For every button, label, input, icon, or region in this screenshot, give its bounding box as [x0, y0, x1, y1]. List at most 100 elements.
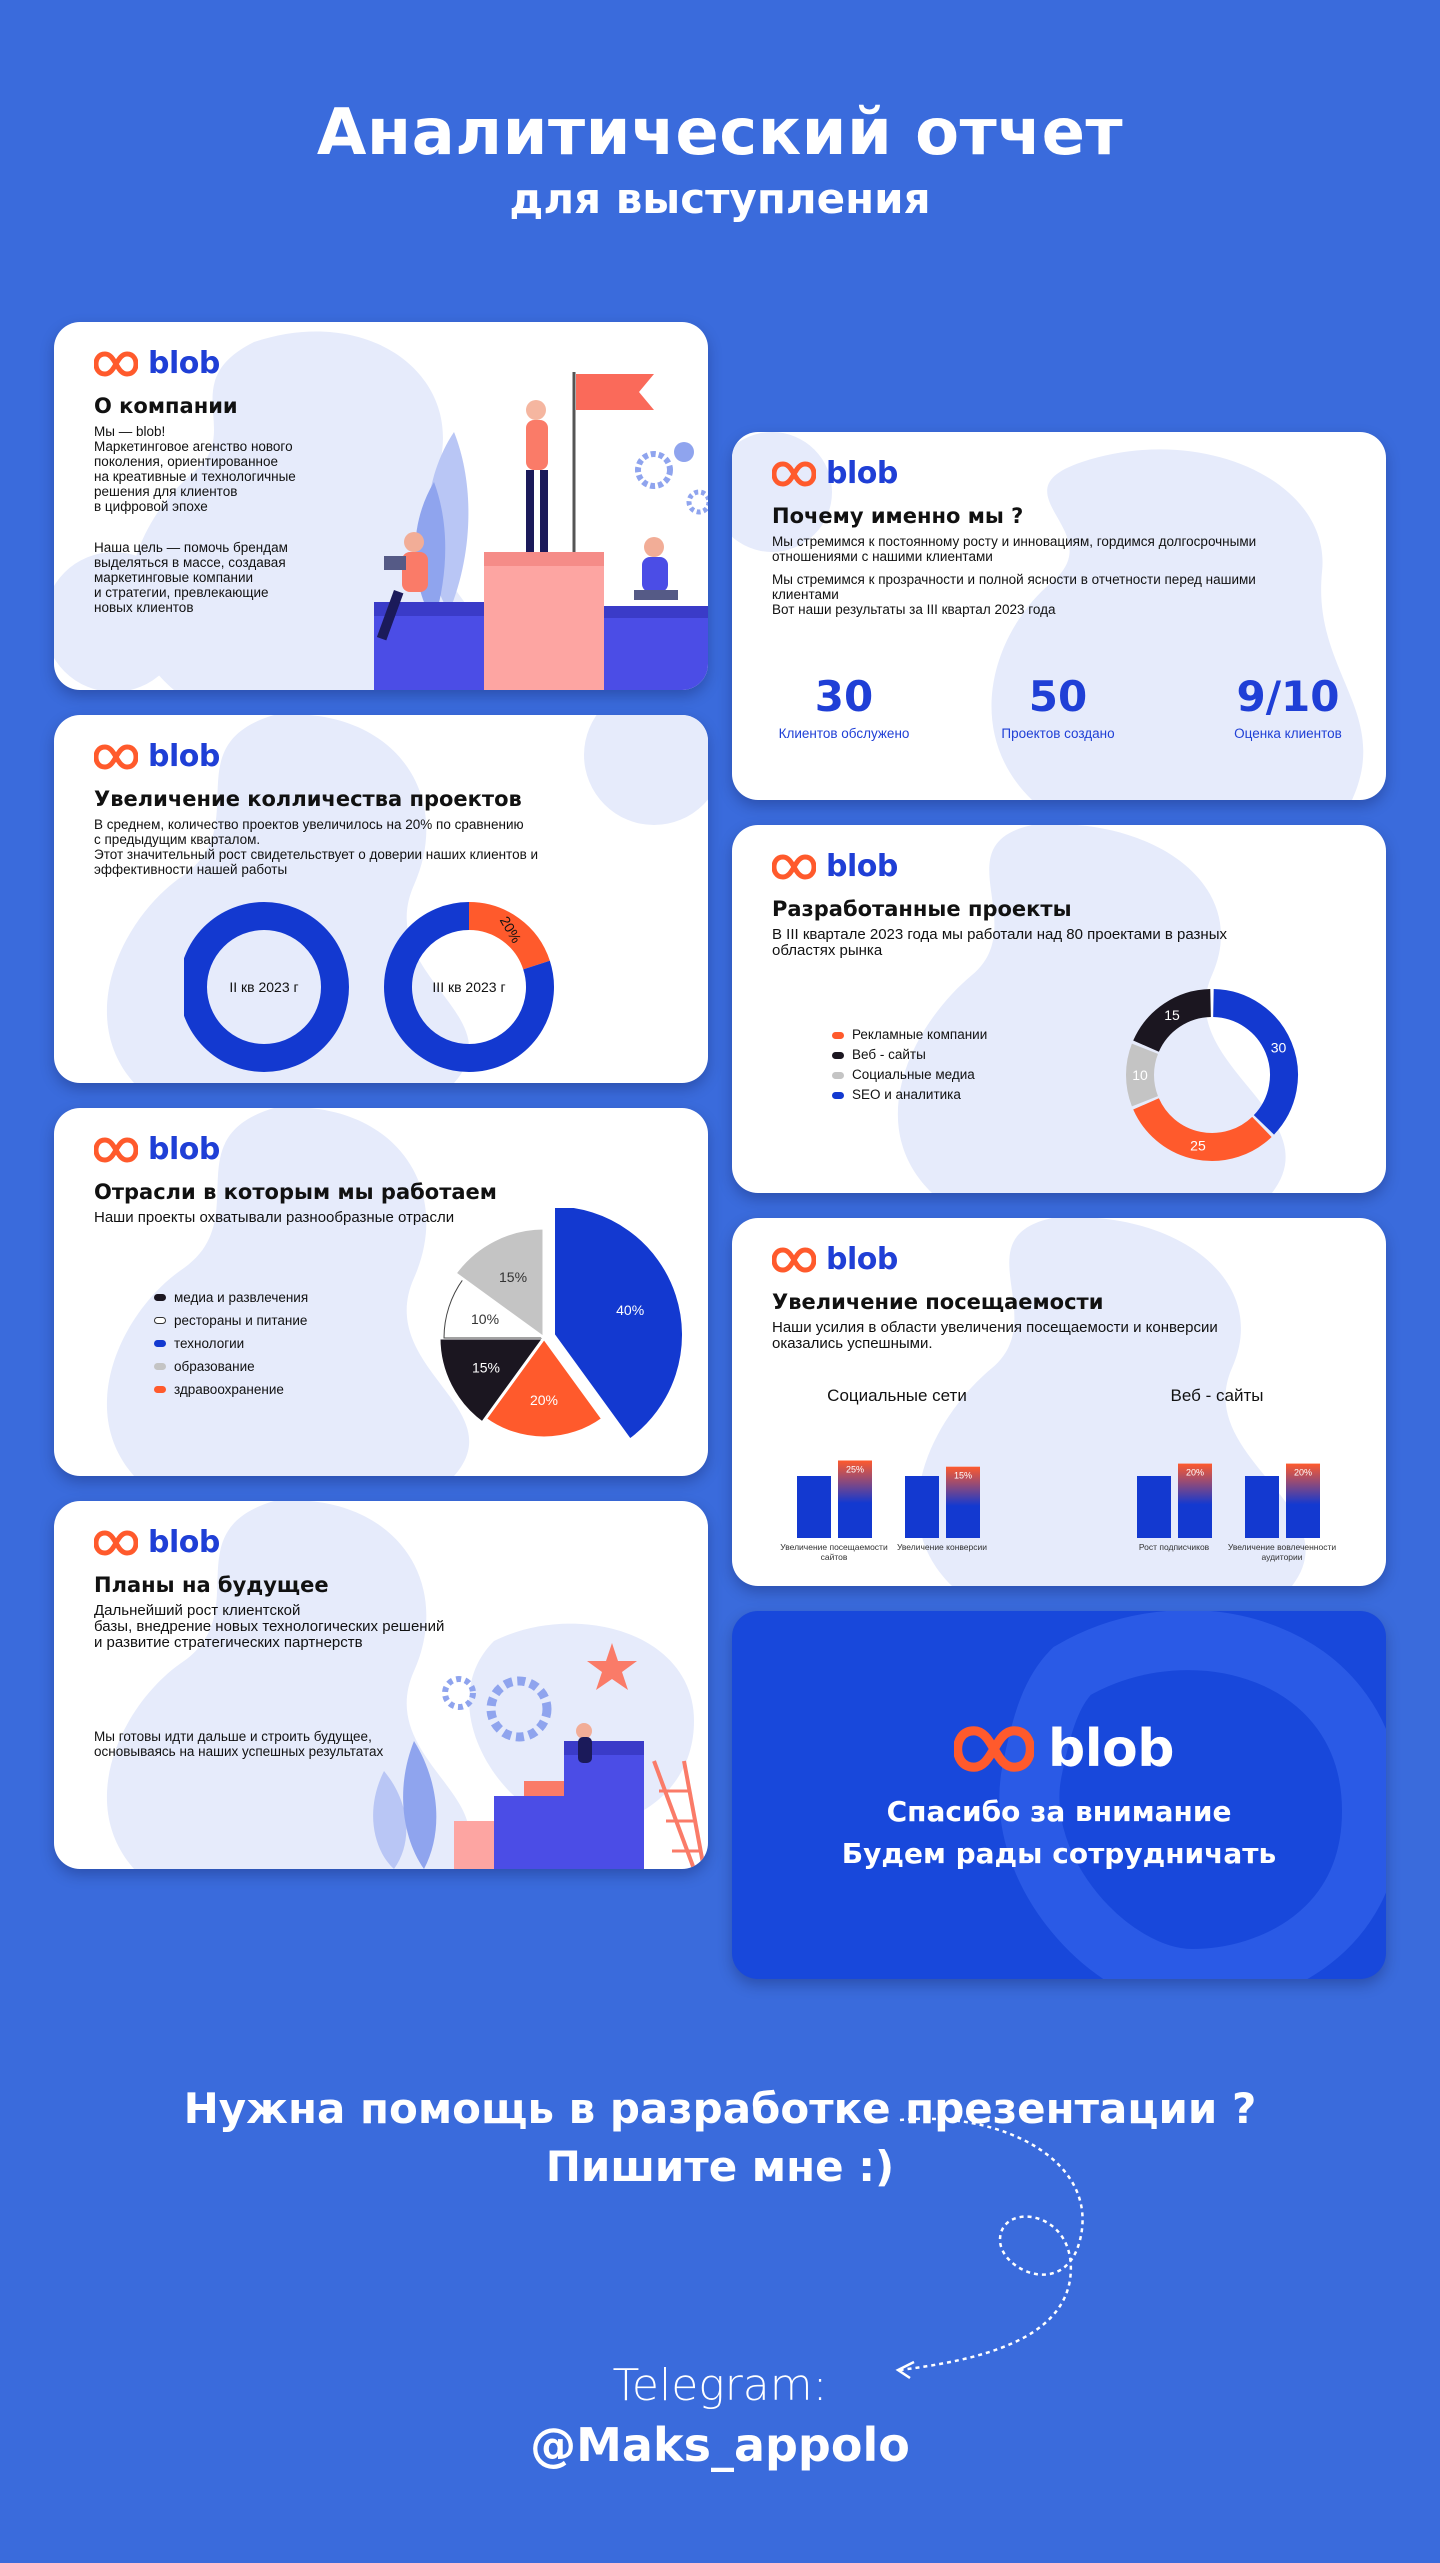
brand-logo: blob [94, 346, 220, 381]
bar-growth [1286, 1463, 1320, 1538]
developed-projects-card[interactable]: blob Разработанные проекты В III квартал… [732, 825, 1386, 1193]
legend-item: Веб - сайты [832, 1045, 987, 1065]
donut-slice-label: 30 [1271, 1039, 1287, 1055]
donut-q3-slice [384, 902, 554, 1072]
bar-data-label: 15% [954, 1471, 972, 1481]
legend-swatch [832, 1031, 844, 1039]
page-subtitle: для выступления [509, 174, 931, 223]
brand-logo: blob [94, 1132, 220, 1167]
stat-rating-value: 9/10 [1236, 672, 1340, 721]
brand-name: blob [826, 456, 898, 491]
brand-logo: blob [772, 456, 898, 491]
legend-label: Социальные медиа [852, 1067, 975, 1082]
infinity-logo-icon [772, 460, 816, 487]
infinity-logo-icon [94, 350, 138, 377]
social-bars-title: Социальные сети [827, 1386, 967, 1405]
background-shape [897, 825, 1286, 1193]
team-illustration [374, 372, 708, 690]
infinity-logo-icon [772, 853, 816, 880]
donut-slice [1133, 1097, 1272, 1161]
legend-label: рестораны и питание [174, 1313, 308, 1328]
bar-data-label: 20% [1186, 1468, 1204, 1478]
plans-card[interactable]: blob Планы на будущее Дальнейший рост кл… [54, 1501, 708, 1869]
pie-slice-label: 40% [616, 1302, 644, 1318]
bar-baseline [1245, 1476, 1279, 1538]
pie-slice [452, 1226, 546, 1341]
brand-name: blob [148, 1132, 220, 1167]
plans-text-2: Мы готовы идти дальше и строить будущее,… [94, 1729, 384, 1759]
brand-logo: blob [772, 1242, 898, 1277]
bar-baseline [797, 1476, 831, 1538]
donut-slice [1126, 1043, 1159, 1107]
about-text-2: Наша цель — помочь брендам выделяться в м… [94, 540, 288, 615]
donut-q2-label: II кв 2023 г [229, 979, 298, 995]
industries-card[interactable]: blob Отрасли в которым мы работаем Наши … [54, 1108, 708, 1476]
page-title: Аналитический отчет [316, 96, 1124, 170]
web-bars-title: Веб - сайты [1170, 1386, 1264, 1405]
traffic-card[interactable]: blob Увеличение посещаемости Наши усилия… [732, 1218, 1386, 1586]
legend-swatch [154, 1294, 166, 1301]
cta-line-1: Нужна помощь в разработке презентации ? [183, 2084, 1257, 2133]
growth-card[interactable]: blob Увеличение колличества проектов В с… [54, 715, 708, 1083]
legend-label: Рекламные компании [852, 1027, 988, 1042]
legend-item: Рекламные компании [832, 1025, 987, 1045]
infinity-logo-icon [94, 1136, 138, 1163]
why-text-2: Мы стремимся к прозрачности и полной ясн… [772, 572, 1256, 617]
bar-baseline [1137, 1476, 1171, 1538]
telegram-label: Telegram: [612, 2360, 828, 2411]
infinity-logo-icon [954, 1726, 1034, 1772]
industries-title: Отрасли в которым мы работаем [94, 1180, 497, 1204]
legend-item: SEO и аналитика [832, 1085, 987, 1105]
traffic-text: Наши усилия в области увеличения посещае… [772, 1319, 1218, 1352]
brand-name: blob [1048, 1719, 1175, 1779]
telegram-handle-link[interactable]: @Maks_appolo [530, 2418, 910, 2472]
bar-category-label: аудитории [1261, 1552, 1302, 1562]
bar-data-label: 25% [846, 1465, 864, 1475]
cta-line-2: Пишите мне :) [545, 2142, 895, 2191]
why-text-1: Мы стремимся к постоянному росту и иннов… [772, 534, 1257, 564]
bar-category-label: сайтов [821, 1552, 848, 1562]
brand-name: blob [148, 346, 220, 381]
pie-slice [483, 1335, 605, 1440]
brand-name: blob [826, 849, 898, 884]
why-title: Почему именно мы ? [772, 504, 1024, 528]
legend-item: здравоохранение [154, 1378, 308, 1401]
legend-label: медиа и развлечения [174, 1290, 309, 1305]
infinity-logo-icon [94, 1529, 138, 1556]
bar-category-label: Увеличение вовлеченности [1228, 1542, 1336, 1552]
about-text-1: Мы — blob! Маркетинговое агенство нового п… [94, 424, 296, 514]
background-shape [999, 1611, 1386, 1979]
about-title: О компании [94, 394, 238, 418]
why-us-card[interactable]: blob Почему именно мы ? Мы стремимся к п… [732, 432, 1386, 800]
brand-logo: blob [772, 849, 898, 884]
bar-growth [838, 1460, 872, 1538]
legend-swatch [154, 1363, 166, 1370]
legend-label: SEO и аналитика [852, 1087, 961, 1102]
growth-text: В среднем, количество проектов увеличило… [94, 817, 539, 877]
brand-name: blob [148, 739, 220, 774]
bar-category-label: Увеличение посещаемости [780, 1542, 888, 1552]
legend-swatch [154, 1317, 166, 1324]
brand-name: blob [148, 1525, 220, 1560]
donut-slice [1212, 989, 1298, 1135]
stat-rating-label: Оценка клиентов [1234, 726, 1342, 741]
bar-category-label: Увеличение конверсии [897, 1542, 987, 1552]
plans-title: Планы на будущее [94, 1573, 329, 1597]
thanks-card[interactable]: blob Спасибо за внимание Будем рады сотр… [732, 1611, 1386, 1979]
donut-q3-slice [468, 902, 550, 970]
stat-clients-label: Клиентов обслужено [778, 726, 910, 741]
donut-slice-label: 15 [1164, 1007, 1180, 1023]
about-card[interactable]: blob О компании Мы — blob! Маркетинговое … [54, 322, 708, 690]
plans-text-1: Дальнейший рост клиентской базы, внедрени… [94, 1602, 445, 1651]
legend-item: технологии [154, 1332, 308, 1355]
legend-item: рестораны и питание [154, 1309, 308, 1332]
background-shape [107, 1108, 469, 1476]
brand-name: blob [826, 1242, 898, 1277]
donut-slice-label: 10 [1132, 1067, 1148, 1083]
pie-slice [437, 1336, 547, 1426]
legend-label: Веб - сайты [852, 1047, 926, 1062]
industries-legend: медиа и развлечения рестораны и питание те… [154, 1286, 308, 1401]
infinity-logo-icon [94, 743, 138, 770]
pie-slice-label: 15% [499, 1269, 527, 1285]
legend-item: медиа и развлечения [154, 1286, 308, 1309]
